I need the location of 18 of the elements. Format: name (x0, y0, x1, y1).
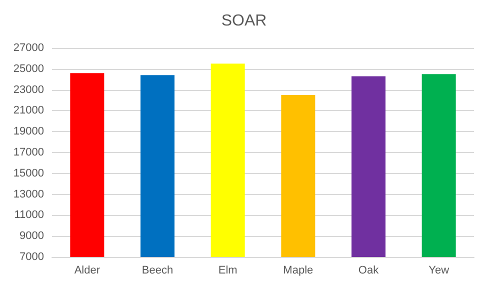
y-tick-label: 15000 (13, 167, 44, 180)
x-tick-label: Elm (218, 264, 238, 276)
y-tick-label: 17000 (13, 146, 44, 158)
y-tick-label: 19000 (13, 126, 44, 138)
x-tick-label: Yew (428, 264, 450, 276)
y-tick-label: 25000 (13, 62, 44, 75)
y-tick-label: 21000 (13, 104, 44, 117)
y-tick-label: 27000 (13, 42, 44, 54)
y-tick-label: 11000 (14, 209, 44, 222)
y-tick-label: 9000 (20, 230, 44, 242)
y-tick-label: 7000 (20, 251, 44, 263)
chart-title: SOAR (221, 12, 267, 30)
x-tick-label: Oak (358, 264, 380, 276)
y-tick-label: 13000 (13, 188, 44, 200)
x-tick-label: Beech (142, 264, 174, 276)
x-tick-label: Maple (283, 264, 314, 276)
y-tick-label: 23000 (13, 84, 44, 96)
x-tick-label: Alder (74, 264, 100, 276)
